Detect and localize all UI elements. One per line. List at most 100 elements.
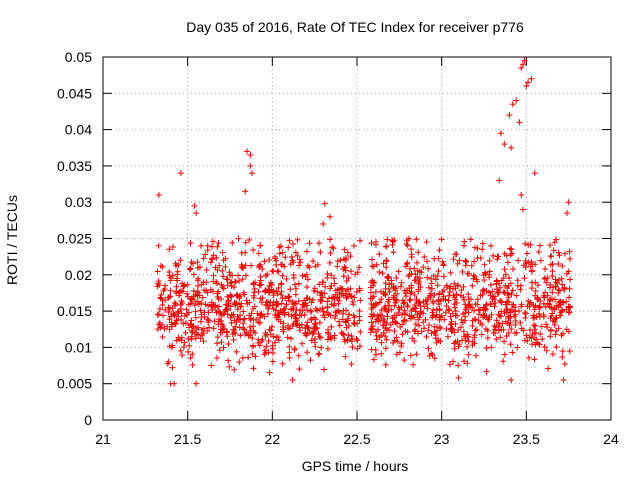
data-point (523, 332, 530, 339)
data-point (228, 319, 235, 326)
data-point (505, 330, 512, 337)
data-point (472, 327, 479, 334)
data-point (188, 259, 195, 266)
data-point (319, 305, 326, 312)
data-point (553, 314, 560, 321)
data-point (385, 296, 392, 303)
data-point (325, 331, 332, 338)
data-point (190, 271, 197, 278)
data-point (308, 308, 315, 315)
data-point (373, 261, 380, 268)
data-point (209, 288, 216, 295)
data-point (497, 284, 504, 291)
data-point (415, 288, 422, 295)
data-point (556, 252, 563, 259)
data-point (222, 255, 229, 262)
data-point (249, 170, 256, 177)
data-point (416, 314, 423, 321)
data-point (320, 220, 327, 227)
data-point (509, 287, 516, 294)
data-point (216, 347, 223, 354)
data-point (232, 301, 239, 308)
data-point (172, 320, 179, 327)
data-point (378, 307, 385, 314)
data-point (234, 272, 241, 279)
data-point (415, 249, 422, 256)
data-point (501, 266, 508, 273)
data-point (290, 272, 297, 279)
data-point (173, 317, 180, 324)
y-tick-label: 0.025 (57, 231, 92, 247)
data-point (453, 251, 460, 258)
data-point (459, 337, 466, 344)
data-point (408, 254, 415, 261)
data-point (430, 300, 437, 307)
data-point (236, 324, 243, 331)
data-point (335, 300, 342, 307)
data-point (166, 343, 173, 350)
data-point (465, 351, 472, 358)
data-point (166, 305, 173, 312)
data-point (280, 326, 287, 333)
data-point (287, 286, 294, 293)
data-point (341, 246, 348, 253)
data-point (210, 238, 217, 245)
data-point (415, 280, 422, 287)
data-point (274, 290, 281, 297)
data-point (348, 361, 355, 368)
data-point (539, 336, 546, 343)
data-point (393, 351, 400, 358)
data-point (257, 273, 264, 280)
data-point (493, 336, 500, 343)
data-point (427, 275, 434, 282)
data-point (488, 344, 495, 351)
data-point (193, 380, 200, 387)
data-point (394, 320, 401, 327)
data-point (468, 262, 475, 269)
data-point (543, 321, 550, 328)
data-point (194, 259, 201, 266)
data-point (243, 297, 250, 304)
data-point (262, 332, 269, 339)
data-point (508, 291, 515, 298)
data-point (512, 330, 519, 337)
data-point (215, 303, 222, 310)
data-point (514, 344, 521, 351)
data-point (388, 277, 395, 284)
data-point (412, 326, 419, 333)
data-point (424, 258, 431, 265)
data-point (474, 301, 481, 308)
data-point (200, 338, 207, 345)
data-point (166, 246, 173, 253)
data-point (337, 257, 344, 264)
data-point (491, 303, 498, 310)
data-point (542, 289, 549, 296)
data-point (187, 355, 194, 362)
data-point (245, 332, 252, 339)
data-point (480, 286, 487, 293)
data-point (434, 282, 441, 289)
data-point (467, 236, 474, 243)
plot-frame (102, 56, 612, 421)
data-point (547, 284, 554, 291)
data-point (214, 290, 221, 297)
data-point (441, 316, 448, 323)
data-point (218, 339, 225, 346)
data-point (249, 343, 256, 350)
data-point (426, 284, 433, 291)
data-point (537, 304, 544, 311)
data-point (165, 304, 172, 311)
data-point (531, 356, 538, 363)
data-point (498, 277, 505, 284)
data-point (541, 343, 548, 350)
data-point (256, 319, 263, 326)
data-point (567, 276, 574, 283)
data-point (410, 361, 417, 368)
data-point (187, 322, 194, 329)
data-point (217, 326, 224, 333)
data-point (529, 261, 536, 268)
data-point (336, 294, 343, 301)
data-point (273, 334, 280, 341)
data-point (379, 270, 386, 277)
data-point (558, 332, 565, 339)
